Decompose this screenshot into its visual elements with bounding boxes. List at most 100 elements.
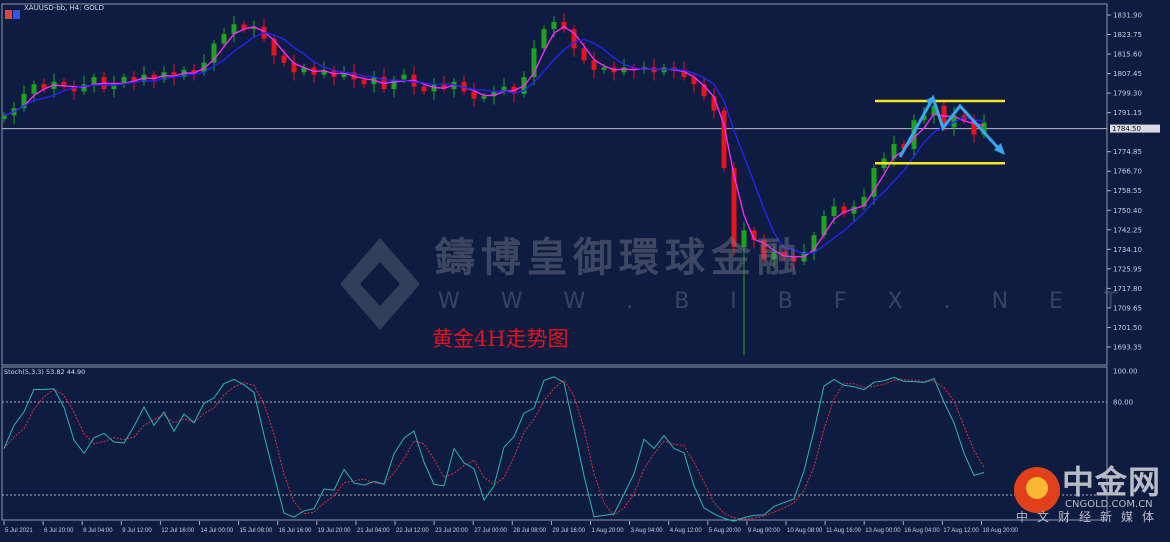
candle-body	[971, 120, 977, 135]
candle-body	[251, 26, 257, 30]
pattern-arrow	[898, 94, 1002, 158]
candle-body	[221, 33, 227, 44]
candle-body	[471, 91, 477, 99]
x-tick-label: 29 Jul 16:00	[552, 528, 585, 534]
candle-body	[921, 115, 927, 121]
candle-body	[171, 72, 177, 78]
candle-body	[501, 86, 507, 92]
candle-body	[321, 69, 327, 75]
candle-body	[121, 77, 127, 85]
candle-body	[621, 67, 627, 73]
x-tick-label: 4 Aug 12:00	[670, 528, 703, 534]
candle-body	[821, 216, 827, 236]
x-tick-label: 23 Jul 20:00	[435, 528, 468, 534]
stoch-main-line	[3, 376, 985, 522]
logo-tagline: 中文财经新媒体	[1016, 510, 1164, 524]
x-tick-label: 19 Jul 20:00	[318, 528, 351, 534]
y-tick-label: 1742.25	[1113, 226, 1142, 234]
x-tick-label: 13 Aug 00:00	[865, 528, 901, 534]
watermark-url: W W W . B I B F X . N E T	[438, 289, 1135, 314]
x-tick-label: 22 Jul 12:00	[396, 528, 429, 534]
stochastic-pane-border	[1, 366, 1108, 521]
y-tick-label: 1791.15	[1113, 109, 1142, 117]
x-tick-label: 9 Jul 12:00	[122, 528, 152, 534]
candle-body	[211, 43, 217, 63]
candle-body	[581, 48, 587, 61]
x-tick-label: 5 Aug 20:00	[709, 528, 742, 534]
candle-body	[401, 74, 407, 80]
candle-body	[191, 69, 197, 73]
y-tick-label: 1766.70	[1113, 168, 1142, 176]
candle-body	[91, 77, 97, 85]
stoch-tick-label: 80.00	[1113, 399, 1133, 407]
candle-body	[341, 72, 347, 78]
main-pane-border	[1, 3, 1108, 366]
candle-body	[441, 84, 447, 90]
candle-body	[791, 256, 797, 262]
candle-body	[461, 81, 467, 92]
x-tick-label: 27 Jul 00:00	[474, 528, 507, 534]
candle-body	[491, 91, 497, 97]
candle-body	[1, 115, 7, 119]
candle-body	[781, 251, 787, 257]
candle-body	[551, 21, 557, 30]
stoch-tick-label: 100.00	[1113, 368, 1138, 376]
x-tick-label: 11 Aug 16:00	[826, 528, 862, 534]
candle-body	[851, 206, 857, 214]
y-tick-label: 1831.90	[1113, 12, 1142, 20]
y-tick-label: 1799.30	[1113, 90, 1142, 98]
candle-body	[731, 168, 737, 248]
candle-body	[981, 122, 987, 135]
candle-body	[591, 60, 597, 70]
candle-body	[931, 105, 937, 116]
candle-body	[711, 96, 717, 111]
candle-body	[421, 86, 427, 92]
symbol-title: XAUUSD-bb, H4: GOLD	[24, 4, 105, 12]
candle-body	[361, 79, 367, 85]
ma-fast-line	[3, 25, 985, 258]
x-tick-label: 3 Aug 04:00	[631, 528, 664, 534]
candle-body	[241, 24, 247, 30]
candle-body	[741, 230, 747, 248]
candle-body	[561, 21, 567, 30]
candle-body	[871, 168, 877, 197]
x-tick-label: 18 Aug 20:00	[983, 528, 1019, 534]
annotation-title: 黄金4H走势图	[432, 327, 569, 351]
arrowhead-icon	[926, 96, 934, 107]
candle-body	[831, 206, 837, 217]
candle-body	[231, 24, 237, 34]
candle-body	[721, 110, 727, 169]
candle-body	[761, 239, 767, 260]
current-price-label: 1784.50	[1112, 125, 1141, 133]
candle-body	[701, 84, 707, 97]
chart-flags-icon	[5, 4, 21, 19]
candle-body	[481, 96, 487, 99]
x-tick-label: 9 Aug 00:00	[748, 528, 781, 534]
candle-body	[71, 86, 77, 92]
candle-body	[151, 74, 157, 80]
x-tick-label: 12 Jul 16:00	[161, 528, 194, 534]
candle-body	[771, 251, 777, 260]
y-tick-label: 1774.85	[1113, 148, 1142, 156]
candle-body	[951, 115, 957, 128]
ma-slow-line	[3, 32, 985, 255]
x-tick-label: 10 Aug 08:00	[787, 528, 823, 534]
x-tick-label: 21 Jul 04:00	[357, 528, 390, 534]
candle-body	[271, 38, 277, 56]
y-tick-label: 1693.35	[1113, 343, 1142, 351]
x-tick-label: 8 Jul 04:00	[83, 528, 113, 534]
candle-body	[301, 67, 307, 73]
x-tick-label: 17 Aug 12:00	[943, 528, 979, 534]
x-tick-label: 28 Jul 08:00	[513, 528, 546, 534]
stoch-signal-line	[3, 379, 985, 520]
x-tick-label: 15 Jul 08:00	[240, 528, 273, 534]
y-tick-label: 1701.50	[1113, 324, 1142, 332]
candle-body	[531, 48, 537, 78]
y-tick-label: 1758.55	[1113, 187, 1142, 195]
candle-body	[41, 84, 47, 90]
y-tick-label: 1750.40	[1113, 207, 1142, 215]
y-tick-label: 1734.10	[1113, 246, 1142, 254]
candle-body	[601, 67, 607, 70]
